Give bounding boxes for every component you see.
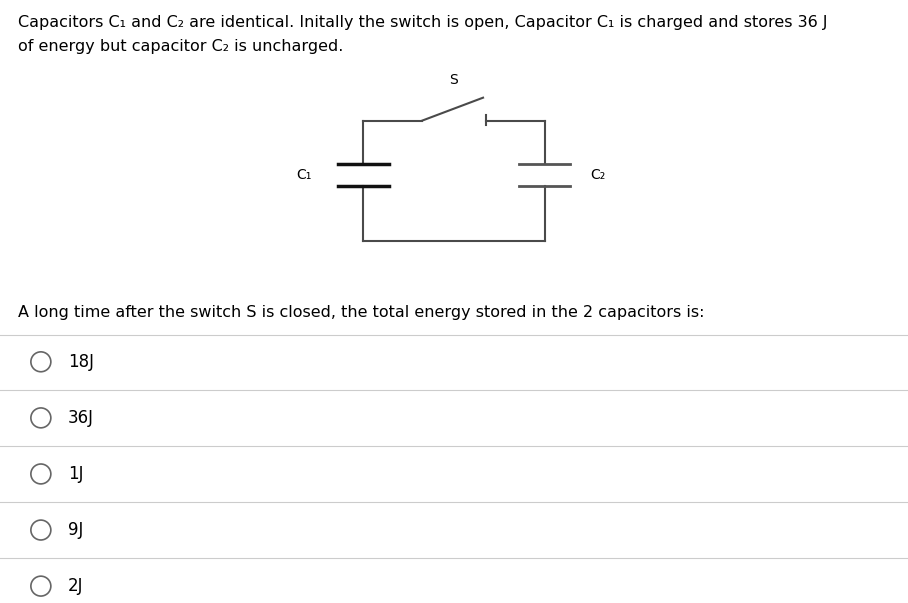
Text: Capacitors C₁ and C₂ are identical. Initally the switch is open, Capacitor C₁ is: Capacitors C₁ and C₂ are identical. Init… [18,15,828,30]
Text: 2J: 2J [68,577,84,595]
Text: S: S [449,74,459,87]
Text: A long time after the switch S is closed, the total energy stored in the 2 capac: A long time after the switch S is closed… [18,305,705,320]
Text: C₂: C₂ [590,168,605,182]
Text: of energy but capacitor C₂ is uncharged.: of energy but capacitor C₂ is uncharged. [18,39,343,54]
Text: C₁: C₁ [297,168,311,182]
Text: 36J: 36J [68,409,94,427]
Text: 1J: 1J [68,465,84,483]
Text: 9J: 9J [68,521,84,539]
Text: 18J: 18J [68,353,94,371]
